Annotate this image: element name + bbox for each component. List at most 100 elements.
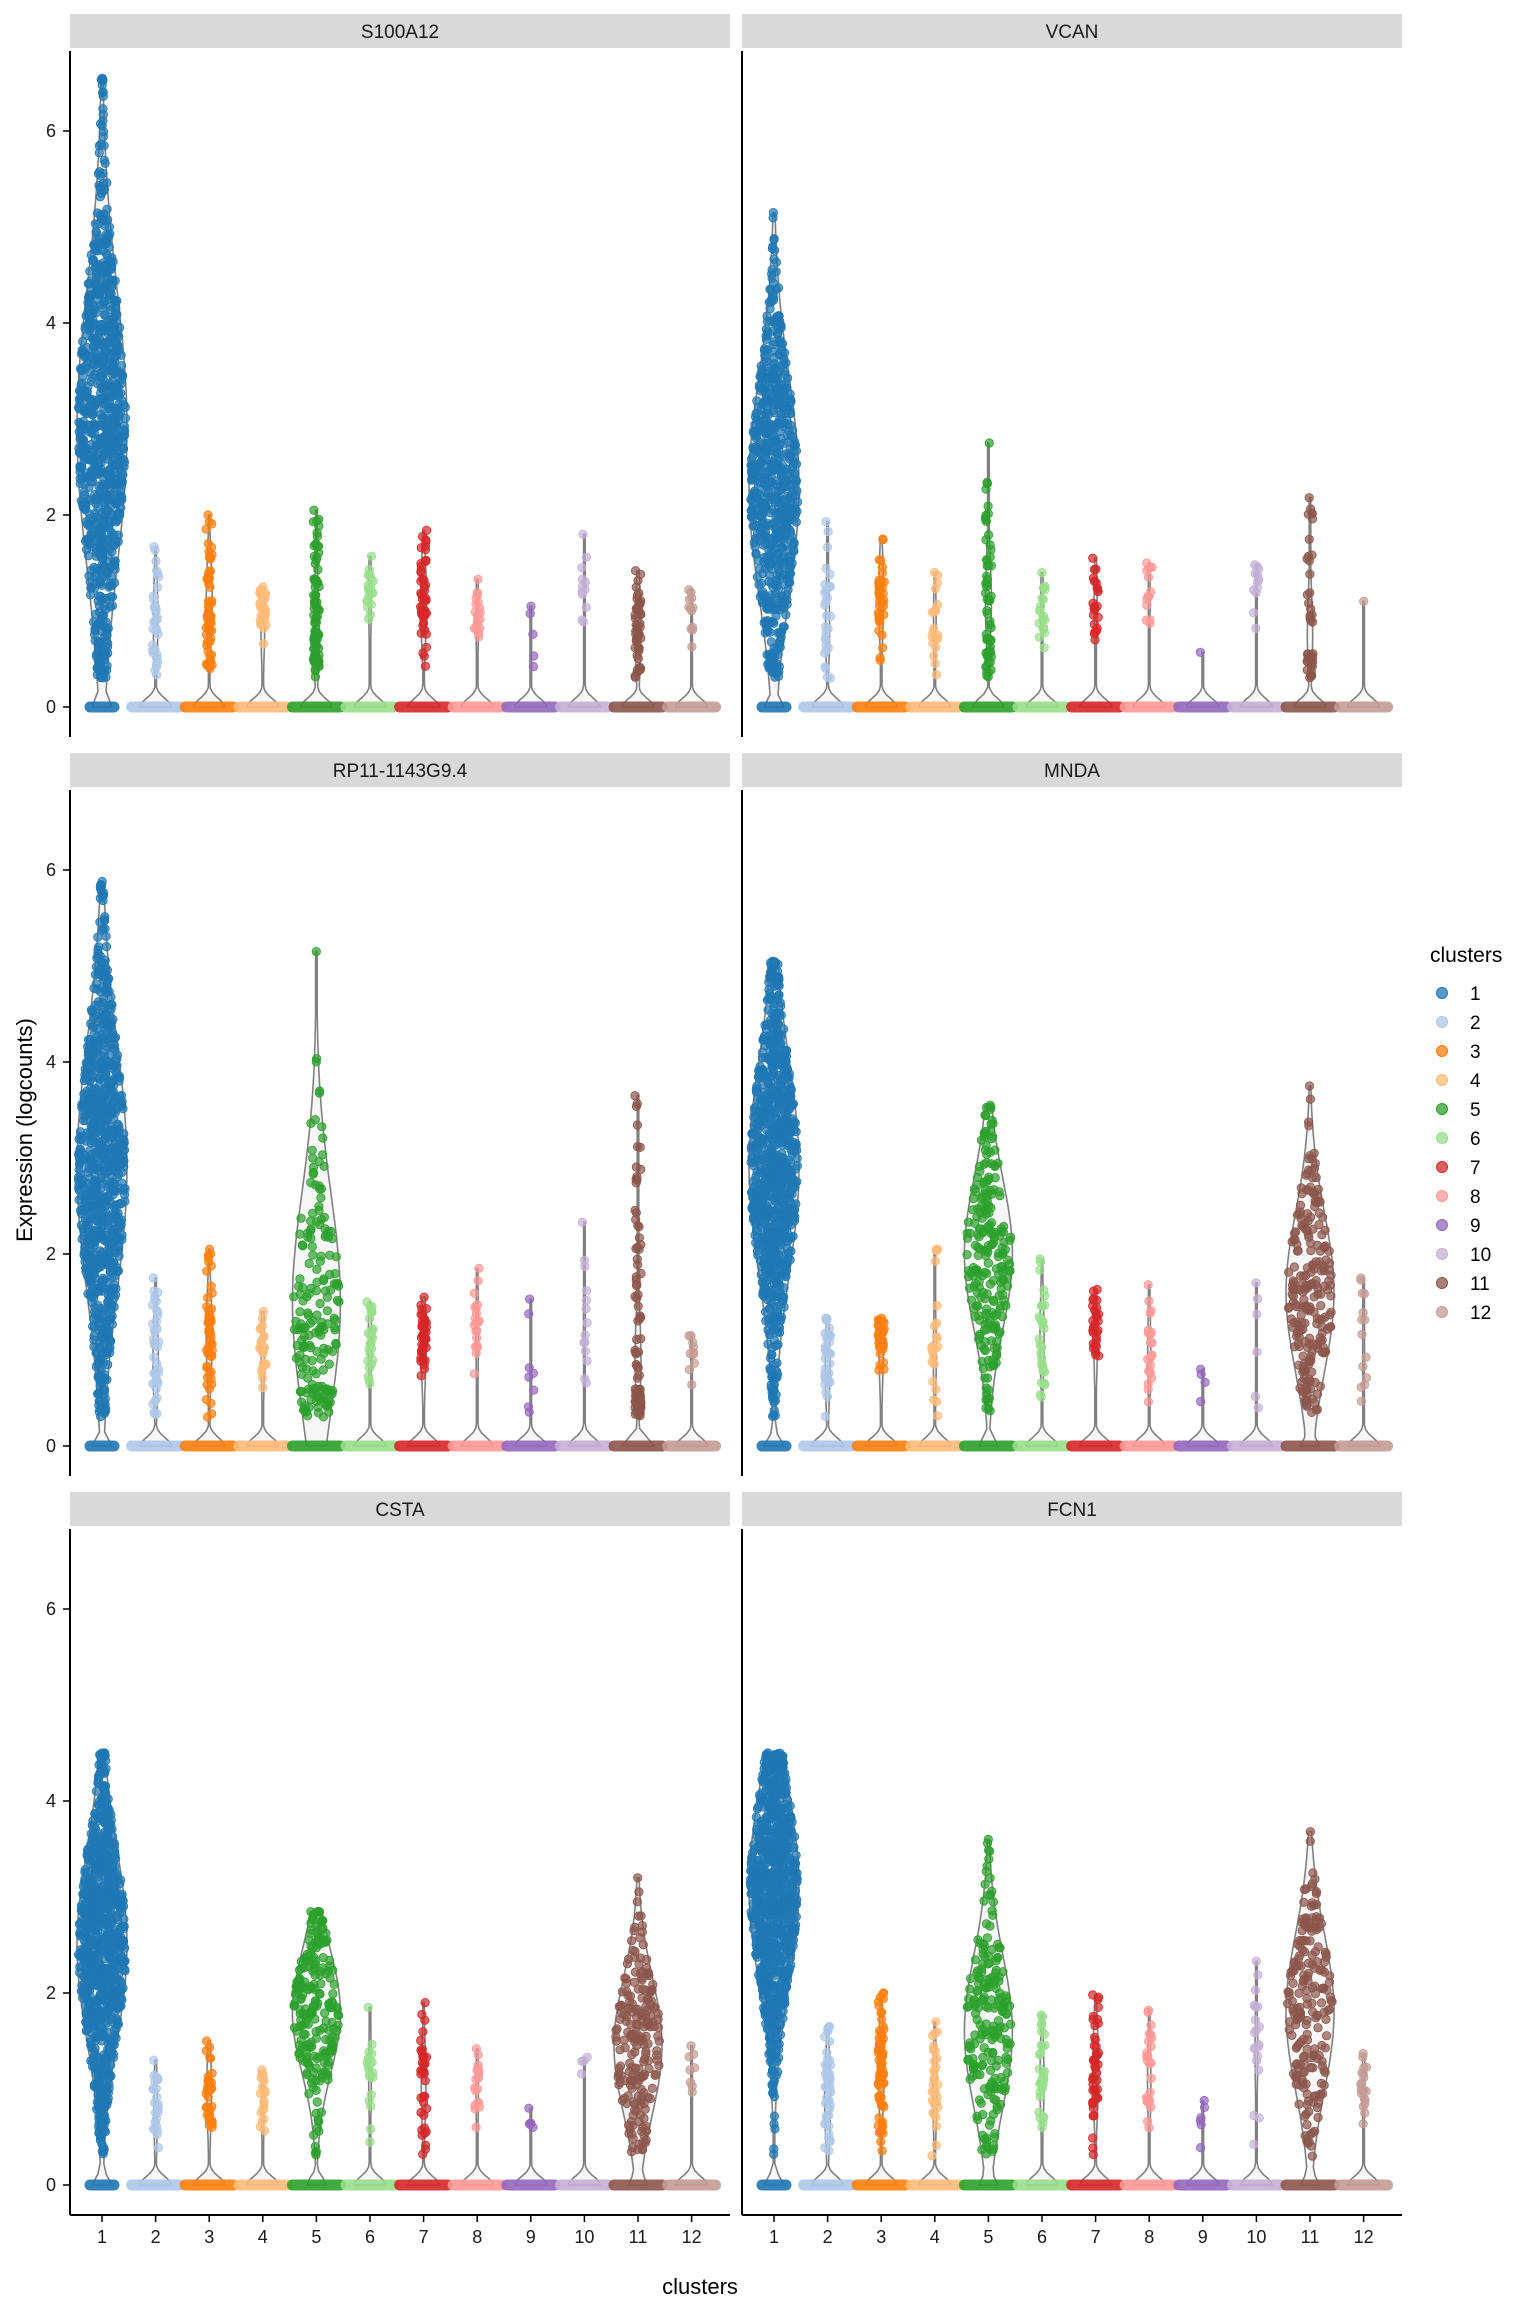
data-point (313, 564, 323, 575)
point-cloud (746, 208, 803, 682)
data-point (88, 1164, 99, 1174)
data-point (636, 1164, 646, 1175)
data-point (151, 556, 161, 566)
data-point (877, 562, 887, 572)
data-point (421, 555, 431, 565)
data-point (314, 1381, 324, 1392)
data-point (75, 473, 85, 483)
data-point (877, 643, 888, 653)
data-point (108, 1214, 118, 1224)
data-point (113, 378, 123, 389)
data-point (325, 1285, 336, 1295)
data-point (334, 1297, 344, 1307)
data-point (820, 634, 830, 644)
data-point (97, 394, 107, 404)
data-point (257, 1313, 267, 1323)
data-point (755, 458, 765, 468)
data-point (333, 1281, 344, 1291)
violin-outline (1185, 651, 1220, 708)
data-point (931, 670, 942, 680)
data-point (99, 141, 109, 151)
data-point (632, 590, 643, 601)
data-point (981, 1126, 991, 1136)
data-point (94, 458, 104, 469)
data-point (101, 230, 111, 240)
data-point (765, 1313, 775, 1323)
violin-cluster-1 (73, 876, 130, 1452)
data-point (148, 640, 158, 650)
data-point (772, 1204, 782, 1214)
data-point (928, 1376, 938, 1387)
data-point (296, 1397, 307, 1407)
data-point (633, 643, 644, 653)
data-point (1035, 605, 1045, 615)
point-cloud (1141, 558, 1157, 628)
data-point (757, 1261, 767, 1272)
data-point (417, 609, 427, 620)
data-point (207, 519, 217, 529)
data-point (932, 1397, 942, 1407)
data-point (312, 611, 322, 621)
data-point (746, 1187, 757, 1198)
point-cloud (255, 582, 271, 649)
point-cloud (1195, 647, 1205, 657)
data-point (580, 1337, 590, 1347)
data-point (764, 652, 775, 663)
violin-cluster-11 (608, 1091, 668, 1452)
point-cloud (746, 956, 802, 1422)
data-point (314, 661, 324, 672)
data-point (687, 625, 698, 635)
data-point (203, 1293, 213, 1303)
data-point (581, 602, 591, 612)
data-point (152, 650, 162, 660)
facet-strip-label: RP11-1143G9.4 (333, 761, 468, 782)
data-point (875, 1360, 885, 1370)
data-point (577, 562, 587, 573)
data-point (1147, 562, 1157, 572)
data-point (774, 558, 784, 569)
data-point (98, 1358, 109, 1368)
violin-cluster-5 (958, 1100, 1018, 1452)
data-point (207, 596, 217, 606)
data-point (312, 1264, 322, 1274)
data-point (631, 1214, 641, 1225)
data-point (823, 624, 833, 634)
data-point (751, 492, 762, 503)
data-point (364, 1314, 375, 1324)
data-point (303, 1232, 313, 1242)
data-point (985, 645, 995, 655)
data-point (779, 355, 789, 365)
data-point (89, 278, 99, 289)
data-point (772, 1048, 783, 1058)
data-point (86, 319, 96, 329)
data-point (763, 1339, 773, 1349)
data-point (109, 1264, 119, 1275)
data-point (524, 1309, 534, 1319)
data-point (772, 329, 783, 339)
data-point (632, 1293, 642, 1303)
data-point (758, 1034, 768, 1044)
data-point (95, 192, 105, 202)
data-point (100, 1066, 110, 1076)
data-point (97, 507, 107, 518)
data-point (115, 486, 126, 496)
data-point (115, 508, 125, 518)
data-point (768, 582, 778, 592)
data-point (363, 1328, 373, 1338)
data-point (933, 570, 943, 580)
data-point (632, 1254, 642, 1264)
data-point (84, 509, 95, 519)
data-point (780, 580, 790, 590)
data-point (420, 541, 431, 551)
data-point (822, 672, 833, 682)
data-point (311, 555, 321, 565)
data-point (95, 893, 105, 903)
data-point (824, 1323, 835, 1333)
data-point (821, 1387, 831, 1398)
data-point (89, 1331, 99, 1341)
data-point (1039, 643, 1049, 653)
data-point (418, 1355, 428, 1365)
data-point (322, 1306, 332, 1316)
violin-cluster-2 (798, 517, 858, 713)
data-point (301, 1407, 312, 1417)
